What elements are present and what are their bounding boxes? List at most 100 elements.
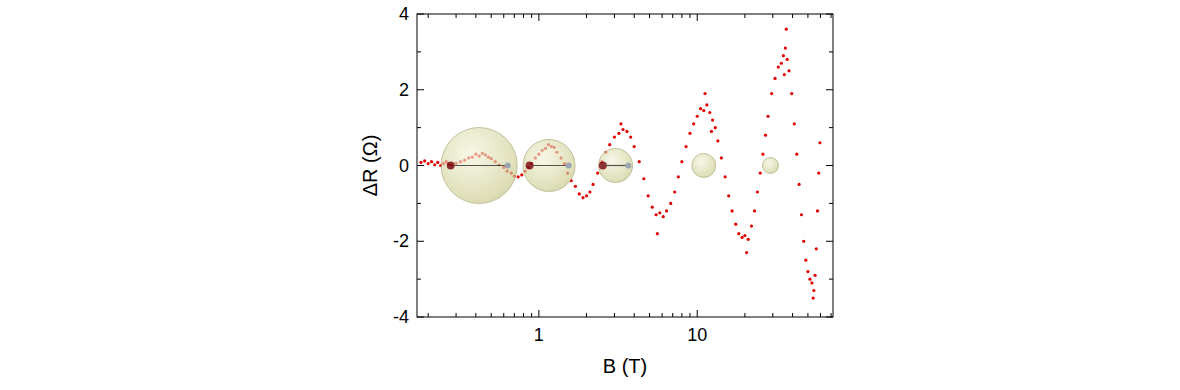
x-minor-tick (514, 313, 515, 317)
x-tick-label: 1 (534, 325, 544, 345)
data-point (756, 190, 759, 193)
data-point (427, 162, 430, 165)
data-point (817, 171, 820, 174)
data-point (647, 194, 650, 197)
data-point (800, 213, 803, 216)
x-minor-tick (792, 14, 793, 18)
data-point (688, 132, 691, 135)
y-tick-label: -4 (393, 307, 409, 327)
data-point (782, 54, 785, 57)
y-tick (826, 165, 833, 166)
x-minor-tick (475, 313, 476, 317)
data-point (818, 141, 821, 144)
x-minor-tick (531, 14, 532, 18)
x-minor-tick (428, 14, 429, 18)
data-point (747, 238, 750, 241)
data-point (812, 296, 815, 299)
y-minor-tick (829, 279, 833, 280)
data-point (578, 192, 581, 195)
x-minor-tick (772, 313, 773, 317)
data-point (680, 160, 683, 163)
bubble-particle (447, 162, 455, 170)
data-point (617, 132, 620, 135)
data-point (714, 126, 717, 129)
x-minor-tick (831, 14, 832, 18)
bubble-particle (599, 162, 607, 170)
data-point (804, 259, 807, 262)
x-minor-tick (831, 313, 832, 317)
x-tick (697, 310, 698, 317)
y-tick-label: 0 (399, 156, 409, 176)
x-tick (697, 14, 698, 21)
x-minor-tick (807, 313, 808, 317)
x-minor-tick (689, 313, 690, 317)
y-tick (826, 89, 833, 90)
data-point (588, 190, 591, 193)
data-point (784, 46, 787, 49)
x-minor-tick (672, 14, 673, 18)
y-tick-label: -2 (393, 231, 409, 251)
data-point (662, 215, 665, 218)
data-point (591, 183, 594, 186)
x-minor-tick (523, 313, 524, 317)
data-point (730, 209, 733, 212)
x-minor-tick (614, 14, 615, 18)
data-point (585, 194, 588, 197)
bubble-bond (530, 165, 569, 166)
data-point (433, 163, 436, 166)
data-point (750, 225, 753, 228)
data-point (773, 77, 776, 80)
x-tick-label: 10 (687, 325, 707, 345)
bubble (523, 140, 575, 192)
x-minor-tick (662, 14, 663, 18)
data-point (656, 232, 659, 235)
x-minor-tick (475, 14, 476, 18)
bubble-bond (451, 165, 508, 166)
data-point (703, 92, 706, 95)
x-minor-tick (744, 14, 745, 18)
data-point (436, 161, 439, 164)
chart: 110-4-2024B (T)ΔR (Ω) (0, 0, 1180, 390)
x-minor-tick (514, 14, 515, 18)
data-point (806, 270, 809, 273)
data-point (625, 130, 628, 133)
x-minor-tick (503, 14, 504, 18)
x-minor-tick (531, 313, 532, 317)
y-minor-tick (417, 279, 421, 280)
x-minor-tick (523, 14, 524, 18)
bubble-group (692, 154, 716, 178)
bubble (441, 128, 517, 204)
x-minor-tick (428, 313, 429, 317)
y-tick (826, 241, 833, 242)
x-minor-tick (689, 14, 690, 18)
data-point (699, 107, 702, 110)
data-point (692, 122, 695, 125)
data-point (517, 175, 520, 178)
data-point (705, 103, 708, 106)
y-minor-tick (417, 203, 421, 204)
y-minor-tick (829, 203, 833, 204)
x-minor-tick (634, 14, 635, 18)
x-minor-tick (634, 313, 635, 317)
data-point (753, 209, 756, 212)
data-point (815, 247, 818, 250)
x-minor-tick (614, 313, 615, 317)
bubble-group (441, 128, 517, 204)
data-point (696, 115, 699, 118)
data-point (665, 209, 668, 212)
data-point (629, 135, 632, 138)
data-point (423, 159, 426, 162)
data-point (711, 118, 714, 121)
plot-frame (417, 14, 833, 317)
data-point (783, 73, 786, 76)
y-minor-tick (829, 127, 833, 128)
data-point (642, 177, 645, 180)
x-minor-tick (586, 14, 587, 18)
y-tick (417, 165, 424, 166)
data-point (677, 175, 680, 178)
data-point (708, 111, 711, 114)
data-point (770, 92, 773, 95)
data-point (786, 58, 789, 61)
x-minor-tick (662, 313, 663, 317)
data-point (777, 65, 780, 68)
